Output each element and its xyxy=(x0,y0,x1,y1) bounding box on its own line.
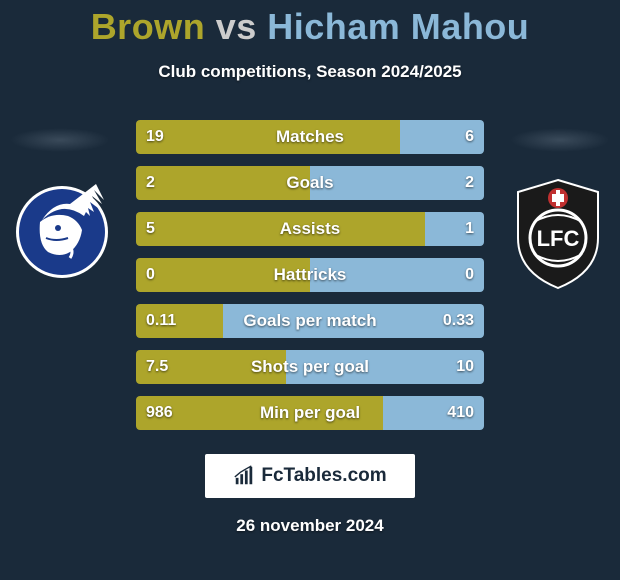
player1-shadow xyxy=(10,128,110,152)
stat-row: 7.510Shots per goal xyxy=(136,350,484,384)
vs-text: vs xyxy=(216,6,257,47)
player1-crest xyxy=(12,172,112,292)
stat-label: Min per goal xyxy=(136,396,484,430)
player2-shadow xyxy=(510,128,610,152)
watermark-text: FcTables.com xyxy=(261,465,386,487)
stat-row: 0.110.33Goals per match xyxy=(136,304,484,338)
player1-name: Brown xyxy=(91,6,206,47)
stat-row: 22Goals xyxy=(136,166,484,200)
stat-row: 00Hattricks xyxy=(136,258,484,292)
date-text: 26 november 2024 xyxy=(0,516,620,536)
stats-container: 196Matches 22Goals 51Assists 00Hattricks 0.1… xyxy=(136,120,484,442)
stat-label: Matches xyxy=(136,120,484,154)
player2-crest: LFC xyxy=(508,172,608,292)
stat-label: Hattricks xyxy=(136,258,484,292)
stat-label: Assists xyxy=(136,212,484,246)
chart-icon xyxy=(233,465,255,487)
stat-label: Shots per goal xyxy=(136,350,484,384)
stat-label: Goals xyxy=(136,166,484,200)
watermark: FcTables.com xyxy=(205,454,415,498)
stat-label: Goals per match xyxy=(136,304,484,338)
shield-icon: LFC xyxy=(508,172,608,292)
player2-name: Hicham Mahou xyxy=(267,6,529,47)
stat-row: 986410Min per goal xyxy=(136,396,484,430)
svg-text:LFC: LFC xyxy=(537,226,580,251)
footer: FcTables.com 26 november 2024 xyxy=(0,440,620,536)
comparison-title: Brown vs Hicham Mahou xyxy=(0,0,620,48)
stat-row: 51Assists xyxy=(136,212,484,246)
subtitle-text: Club competitions, Season 2024/2025 xyxy=(0,62,620,82)
native-head-icon xyxy=(12,172,112,292)
stat-row: 196Matches xyxy=(136,120,484,154)
